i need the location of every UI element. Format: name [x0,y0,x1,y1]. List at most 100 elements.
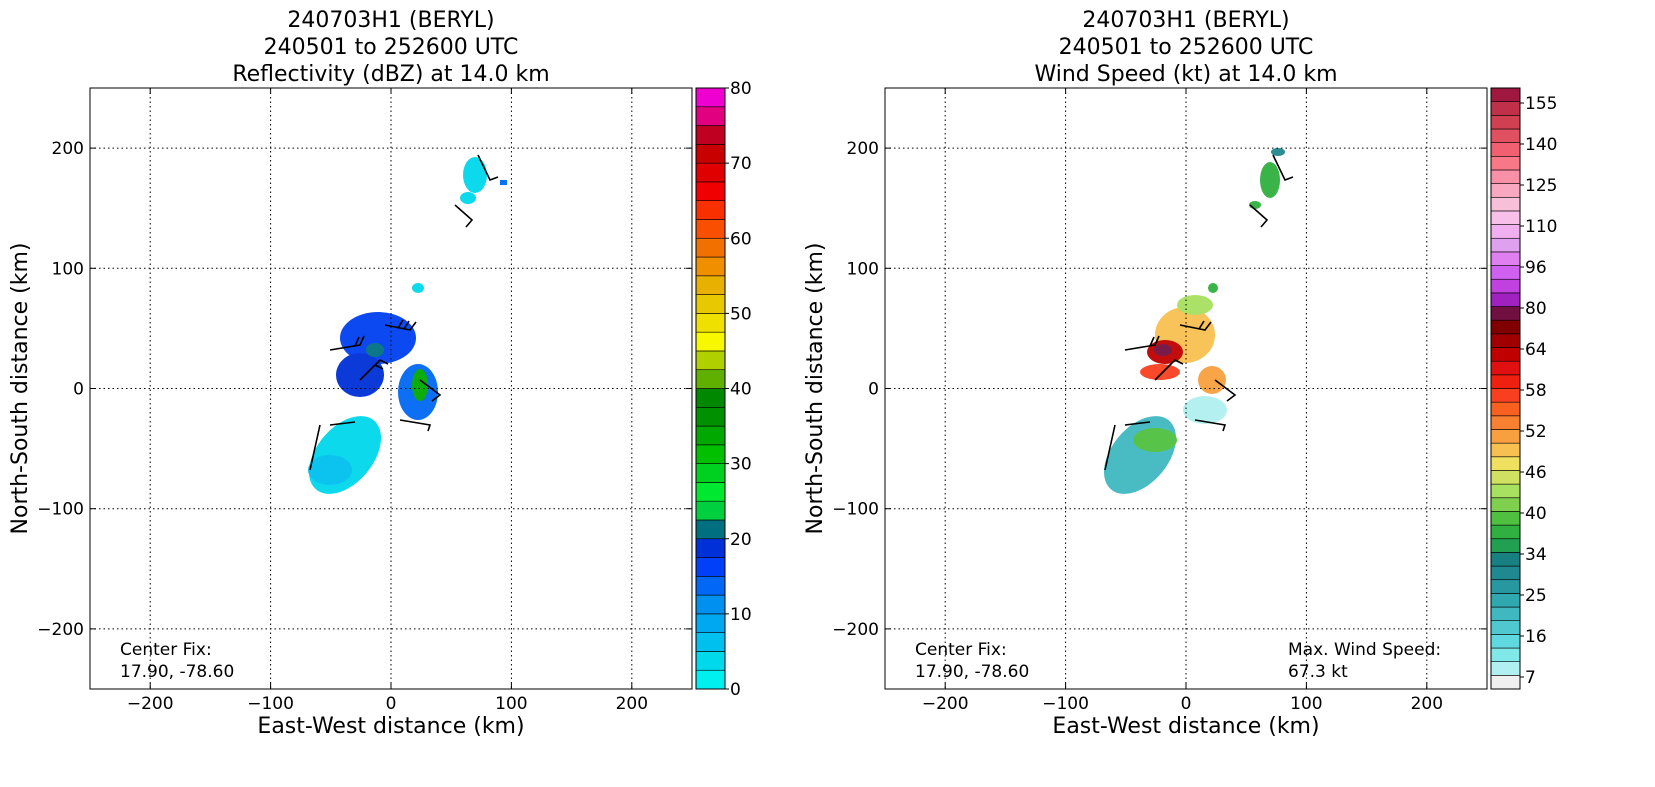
colorbar-box [695,594,726,615]
x-tick-label: 100 [495,694,527,714]
colorbar-box [695,519,726,540]
colorbar-box [695,200,726,220]
colorbar-box [695,538,726,558]
x-tick-label: −200 [922,694,969,714]
y-tick-label: 0 [868,380,879,400]
colorbar-box [1490,196,1521,212]
echo [1260,162,1280,198]
colorbar-tick-label: 40 [1525,504,1547,524]
colorbar-tick-label: 64 [1525,340,1547,360]
colorbar-tick-label: 70 [730,154,752,174]
x-tick-label: −100 [1042,694,1089,714]
chart-title: 240703H1 (BERYL) [287,8,494,33]
colorbar-box [695,444,726,464]
colorbar-box [1490,333,1521,348]
colorbar-tick-label: 30 [730,455,752,475]
x-tick-label: 0 [386,694,397,714]
colorbar-box [695,313,726,333]
y-tick-label: 200 [52,139,84,159]
colorbar-box [695,87,726,108]
colorbar-tick-label: 7 [1525,668,1536,688]
colorbar-tick-label: 50 [730,304,752,324]
colorbar-tick-label: 10 [730,605,752,625]
echo [1198,366,1226,394]
echo [1183,396,1227,424]
colorbar-box [1490,579,1521,594]
echo [463,157,487,193]
colorbar-box [695,669,726,690]
colorbar-box [695,651,726,671]
annotation: 17.90, -78.60 [915,662,1029,682]
echo [412,369,428,401]
y-tick-label: 0 [73,380,84,400]
y-axis-label: North-South distance (km) [8,243,33,535]
x-tick-label: 200 [616,694,648,714]
colorbar-box [1490,292,1521,307]
x-axis-label: East-West distance (km) [257,714,524,739]
colorbar-tick-label: 0 [730,680,741,700]
colorbar-box [1490,497,1521,512]
colorbar-box [1490,511,1521,526]
echo [1133,428,1177,452]
colorbar-box [1490,606,1521,622]
colorbar-box [695,425,726,446]
plot-frame [89,87,693,690]
colorbar-tick-label: 80 [730,79,752,99]
colorbar-box [1490,265,1521,280]
echo [460,192,476,204]
y-tick-label: −100 [832,500,879,520]
x-tick-label: −100 [247,694,294,714]
colorbar-box [1490,128,1521,143]
echo [308,455,352,485]
y-tick-label: −100 [37,500,84,520]
colorbar-box [1490,593,1521,608]
colorbar-box [695,144,726,164]
chart-title: Reflectivity (dBZ) at 14.0 km [232,62,549,87]
colorbar-box [1490,538,1521,553]
colorbar-tick-label: 52 [1525,422,1547,442]
barb [309,154,499,471]
colorbar-tick-label: 40 [730,380,752,400]
colorbar-box [1490,360,1521,376]
chart-title: Wind Speed (kt) at 14.0 km [1034,62,1337,87]
colorbar-box [695,275,726,295]
colorbar-box [1490,675,1521,690]
annotation: Center Fix: [120,640,212,660]
colorbar-box [1490,142,1521,157]
echo [1103,416,1177,494]
colorbar-box [1490,251,1521,266]
colorbar-box [1490,224,1521,239]
colorbar-tick-label: 16 [1525,627,1547,647]
annotation: Max. Wind Speed: [1288,640,1441,660]
echo [500,180,507,185]
colorbar-tick-label: 60 [730,229,752,249]
colorbar-tick-label: 46 [1525,463,1547,483]
colorbar-box [1490,87,1521,102]
colorbar-box [1490,155,1521,171]
field-panel-1 [308,157,507,494]
colorbar-box [695,350,726,371]
colorbar-box [1490,429,1521,444]
colorbar-tick-label: 58 [1525,381,1547,401]
echo [366,343,384,357]
colorbar-box [1490,169,1521,184]
echo [1154,344,1172,356]
colorbar-box [1490,634,1521,649]
colorbar-box [695,294,726,314]
colorbar-tick-label: 34 [1525,545,1547,565]
colorbar-tick-label: 20 [730,530,752,550]
echo [1271,148,1285,156]
colorbar-box [1490,442,1521,458]
colorbar-box [1490,456,1521,471]
colorbar-box [695,369,726,389]
colorbar-tick-label: 125 [1525,176,1557,196]
annotation: Center Fix: [915,640,1007,660]
barb [1104,154,1294,471]
colorbar-box [695,106,726,126]
colorbar-box [1490,470,1521,485]
echo [340,312,416,364]
x-tick-label: 200 [1411,694,1443,714]
colorbar-tick-label: 110 [1525,217,1557,237]
colorbar-box [1490,115,1521,130]
colorbar-box [1490,319,1521,335]
